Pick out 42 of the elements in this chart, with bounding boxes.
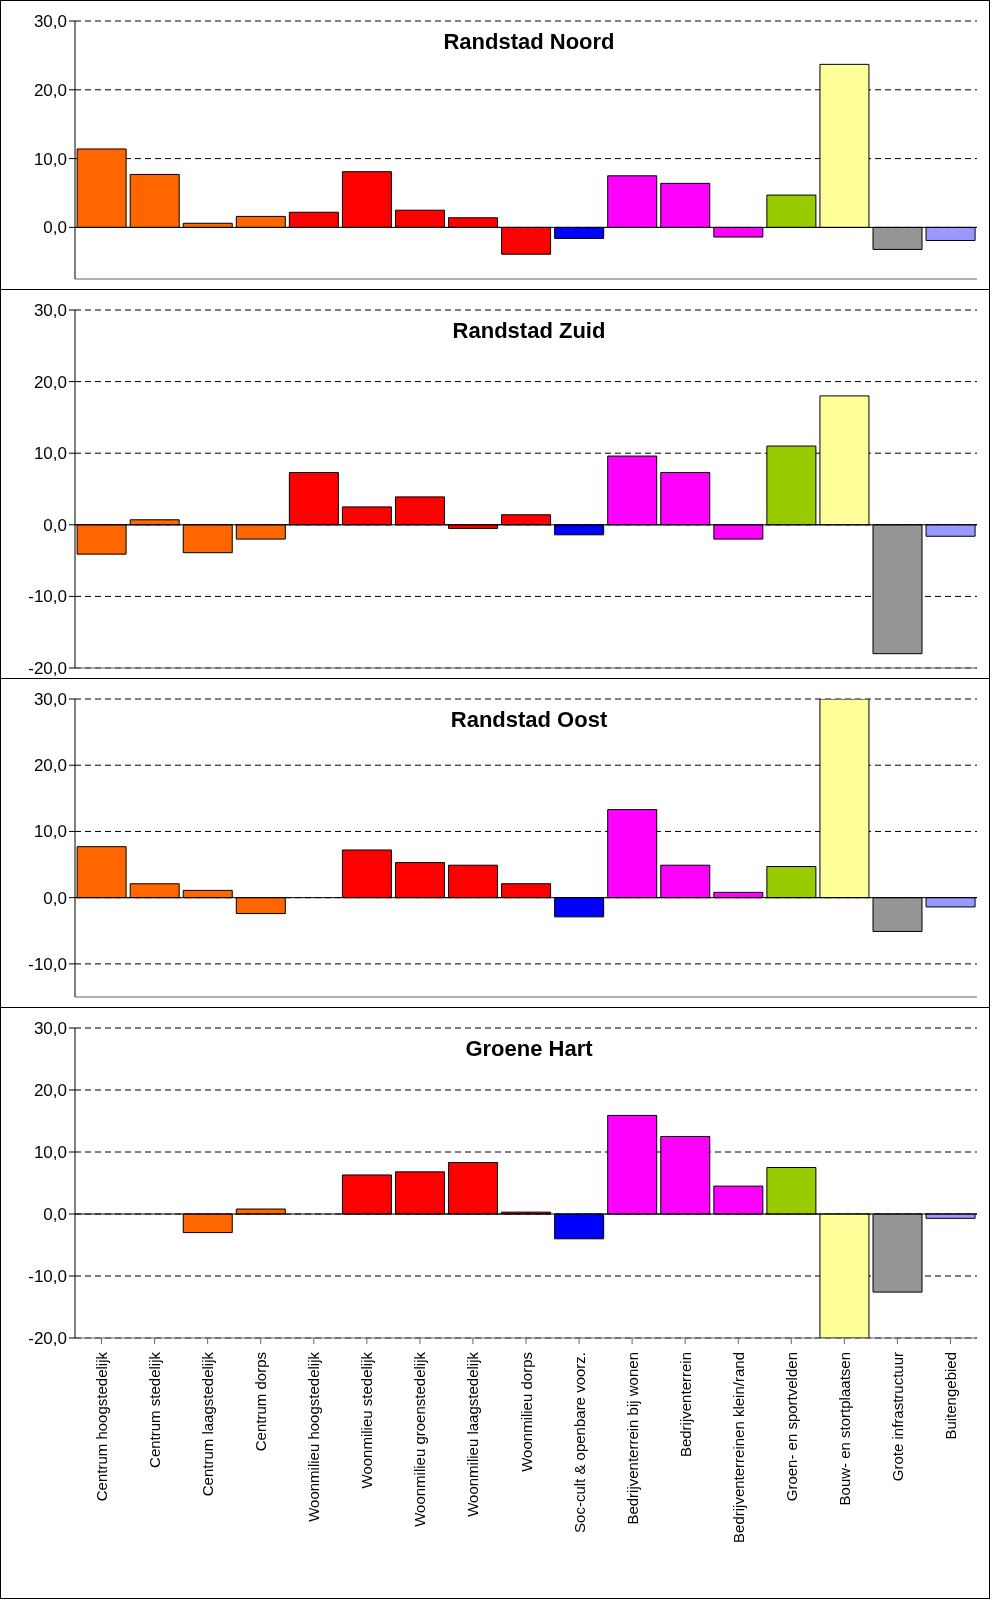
y-tick-label: 30,0 <box>33 12 67 32</box>
y-tick-label: 20,0 <box>33 756 67 776</box>
y-tick-label: 0,0 <box>43 1205 67 1225</box>
y-tick-label: -20,0 <box>28 659 67 679</box>
x-tick-label: Woonmilieu hoogstedelijk <box>305 1351 323 1522</box>
y-tick-label: 20,0 <box>33 80 67 100</box>
chart-title: Randstad Zuid <box>451 318 607 344</box>
y-tick-label: 30,0 <box>33 690 67 710</box>
x-tick-label: Bouw- en stortplaatsen <box>835 1352 853 1506</box>
chart-title: Groene Hart <box>464 1036 594 1062</box>
y-tick-label: 10,0 <box>33 149 67 169</box>
y-tick-label: -10,0 <box>28 587 67 607</box>
x-tick-label: Buitengebied <box>941 1352 959 1440</box>
y-tick-label: -10,0 <box>28 1267 67 1287</box>
y-tick-label: 0,0 <box>43 218 67 238</box>
x-tick-label: Centrum hoogstedelijk <box>93 1351 111 1502</box>
x-tick-label: Soc-cult & openbare voorz. <box>570 1352 588 1533</box>
x-tick-label: Centrum dorps <box>252 1352 270 1452</box>
chart-title: Randstad Oost <box>449 707 609 733</box>
y-tick-label: 30,0 <box>33 301 67 321</box>
y-tick-label: 10,0 <box>33 822 67 842</box>
x-tick-label: Bedrijventerrein bij wonen <box>623 1352 641 1525</box>
x-tick-label: Groen- en sportvelden <box>782 1352 800 1502</box>
x-tick-label: Woonmilieu laagstedelijk <box>464 1351 482 1517</box>
x-tick-label: Bedrijventerreinen klein/rand <box>729 1352 747 1543</box>
y-tick-label: -20,0 <box>28 1329 67 1349</box>
y-tick-label: -10,0 <box>28 954 67 974</box>
y-tick-label: 10,0 <box>33 444 67 464</box>
y-tick-label: 10,0 <box>33 1143 67 1163</box>
y-tick-label: 0,0 <box>43 888 67 908</box>
x-tick-label: Woonmilieu dorps <box>517 1352 535 1472</box>
y-tick-label: 0,0 <box>43 515 67 535</box>
x-tick-label: Bedrijventerrein <box>676 1352 694 1458</box>
y-tick-label: 20,0 <box>33 1081 67 1101</box>
y-tick-label: 20,0 <box>33 372 67 392</box>
x-tick-label: Woonmilieu groenstedelijk <box>411 1351 429 1527</box>
x-tick-label: Centrum stedelijk <box>146 1351 164 1468</box>
y-tick-label: 30,0 <box>33 1019 67 1039</box>
chart-title: Randstad Noord <box>442 29 616 55</box>
x-tick-label: Centrum laagstedelijk <box>199 1351 217 1497</box>
x-tick-label: Woonmilieu stedelijk <box>358 1351 376 1489</box>
x-tick-label: Grote infrastructuur <box>888 1352 906 1482</box>
